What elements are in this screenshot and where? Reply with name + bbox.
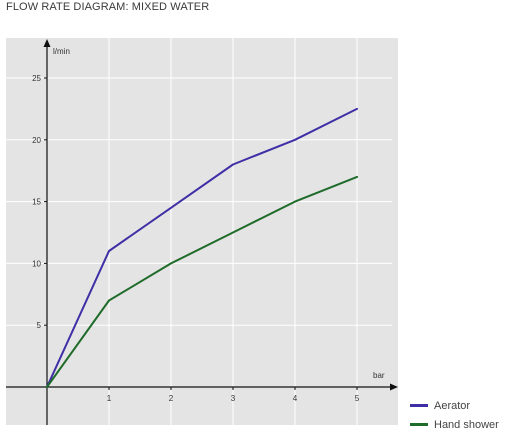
y-tick-label-15: 15 bbox=[32, 198, 41, 207]
legend-swatch-aerator bbox=[410, 404, 428, 407]
plot-background bbox=[6, 38, 398, 425]
legend-item-hand-shower: Hand shower bbox=[410, 415, 499, 434]
legend-item-aerator: Aerator bbox=[410, 396, 499, 415]
x-tick-label-3: 3 bbox=[231, 394, 236, 403]
legend-label-aerator: Aerator bbox=[434, 399, 471, 412]
y-axis-arrow bbox=[43, 39, 51, 47]
x-tick-label-2: 2 bbox=[169, 394, 174, 403]
y-tick-label-10: 10 bbox=[32, 259, 41, 268]
legend: Aerator Hand shower bbox=[410, 396, 499, 434]
x-tick-label-4: 4 bbox=[293, 394, 298, 403]
series-line-aerator bbox=[46, 107, 358, 388]
x-tick-label-5: 5 bbox=[355, 394, 360, 403]
series-line-hand-shower bbox=[46, 175, 358, 388]
legend-swatch-hand-shower bbox=[410, 423, 428, 426]
y-tick-label-25: 25 bbox=[32, 74, 41, 83]
tick-labels: 1 2 3 4 5 5 10 15 20 25 bbox=[32, 74, 360, 403]
y-tick-label-20: 20 bbox=[32, 136, 41, 145]
x-axis-label: bar bbox=[373, 371, 385, 380]
page-title: FLOW RATE DIAGRAM: MIXED WATER bbox=[6, 1, 210, 13]
legend-label-hand-shower: Hand shower bbox=[434, 418, 499, 431]
y-axis-label: l/min bbox=[53, 47, 70, 56]
series-lines bbox=[46, 107, 358, 388]
y-tick-label-5: 5 bbox=[37, 321, 42, 330]
x-tick-label-1: 1 bbox=[107, 394, 112, 403]
x-axis-arrow bbox=[390, 383, 398, 391]
axes bbox=[6, 39, 398, 425]
grid-lines bbox=[6, 38, 392, 425]
